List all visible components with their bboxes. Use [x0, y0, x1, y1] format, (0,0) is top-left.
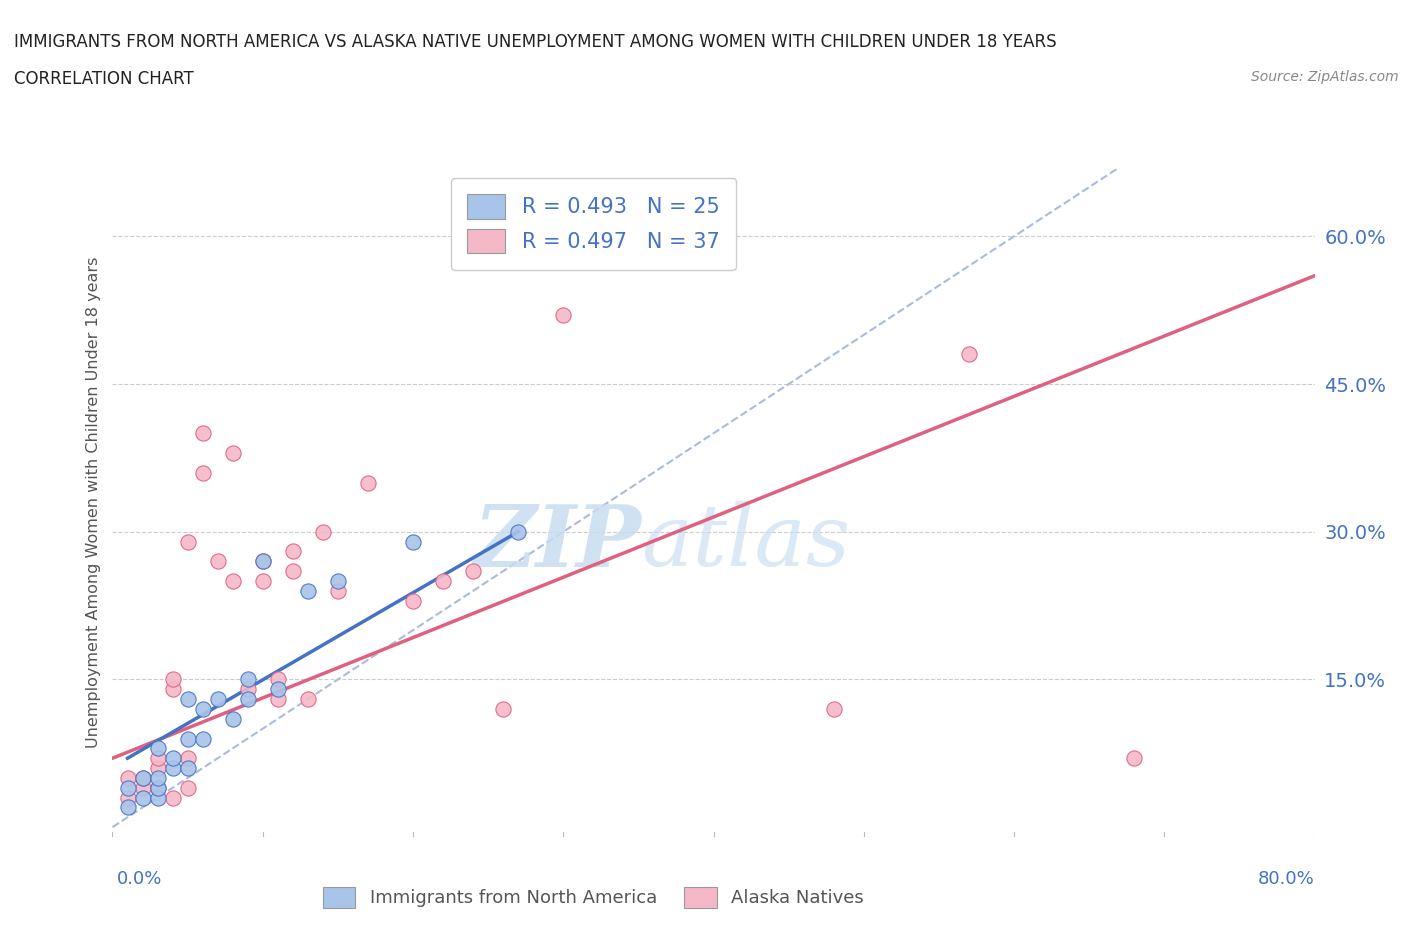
- Point: [281, 564, 304, 578]
- Point: [176, 780, 198, 795]
- Point: [222, 445, 245, 460]
- Point: [207, 692, 229, 707]
- Point: [222, 574, 245, 589]
- Point: [957, 347, 980, 362]
- Point: [162, 682, 184, 697]
- Text: ZIP: ZIP: [474, 500, 641, 584]
- Point: [267, 692, 290, 707]
- Legend: Immigrants from North America, Alaska Natives: Immigrants from North America, Alaska Na…: [315, 880, 872, 915]
- Y-axis label: Unemployment Among Women with Children Under 18 years: Unemployment Among Women with Children U…: [86, 257, 101, 748]
- Point: [131, 770, 153, 785]
- Point: [176, 731, 198, 746]
- Point: [207, 554, 229, 569]
- Text: Source: ZipAtlas.com: Source: ZipAtlas.com: [1251, 70, 1399, 84]
- Point: [252, 554, 274, 569]
- Point: [162, 790, 184, 805]
- Point: [267, 682, 290, 697]
- Point: [131, 780, 153, 795]
- Text: 0.0%: 0.0%: [117, 870, 162, 888]
- Point: [176, 534, 198, 549]
- Point: [252, 554, 274, 569]
- Point: [432, 574, 454, 589]
- Point: [297, 692, 319, 707]
- Point: [191, 731, 214, 746]
- Text: 80.0%: 80.0%: [1258, 870, 1315, 888]
- Point: [191, 701, 214, 716]
- Point: [146, 780, 169, 795]
- Point: [131, 770, 153, 785]
- Text: IMMIGRANTS FROM NORTH AMERICA VS ALASKA NATIVE UNEMPLOYMENT AMONG WOMEN WITH CHI: IMMIGRANTS FROM NORTH AMERICA VS ALASKA …: [14, 33, 1057, 50]
- Point: [117, 790, 139, 805]
- Point: [146, 741, 169, 756]
- Point: [281, 544, 304, 559]
- Point: [297, 583, 319, 598]
- Point: [191, 426, 214, 441]
- Text: atlas: atlas: [641, 501, 851, 584]
- Point: [191, 465, 214, 480]
- Point: [146, 790, 169, 805]
- Point: [553, 308, 575, 323]
- Point: [357, 475, 380, 490]
- Point: [461, 564, 484, 578]
- Point: [176, 751, 198, 765]
- Point: [236, 672, 259, 687]
- Point: [176, 692, 198, 707]
- Point: [312, 525, 335, 539]
- Text: CORRELATION CHART: CORRELATION CHART: [14, 70, 194, 87]
- Point: [117, 770, 139, 785]
- Point: [326, 574, 349, 589]
- Point: [162, 751, 184, 765]
- Point: [402, 593, 425, 608]
- Point: [236, 692, 259, 707]
- Point: [823, 701, 845, 716]
- Point: [146, 770, 169, 785]
- Point: [176, 761, 198, 776]
- Point: [117, 780, 139, 795]
- Point: [1123, 751, 1146, 765]
- Point: [222, 711, 245, 726]
- Point: [252, 574, 274, 589]
- Point: [508, 525, 530, 539]
- Point: [402, 534, 425, 549]
- Point: [267, 672, 290, 687]
- Point: [162, 761, 184, 776]
- Point: [146, 751, 169, 765]
- Point: [326, 583, 349, 598]
- Point: [162, 672, 184, 687]
- Point: [146, 780, 169, 795]
- Point: [146, 761, 169, 776]
- Point: [117, 800, 139, 815]
- Point: [492, 701, 515, 716]
- Point: [131, 790, 153, 805]
- Point: [236, 682, 259, 697]
